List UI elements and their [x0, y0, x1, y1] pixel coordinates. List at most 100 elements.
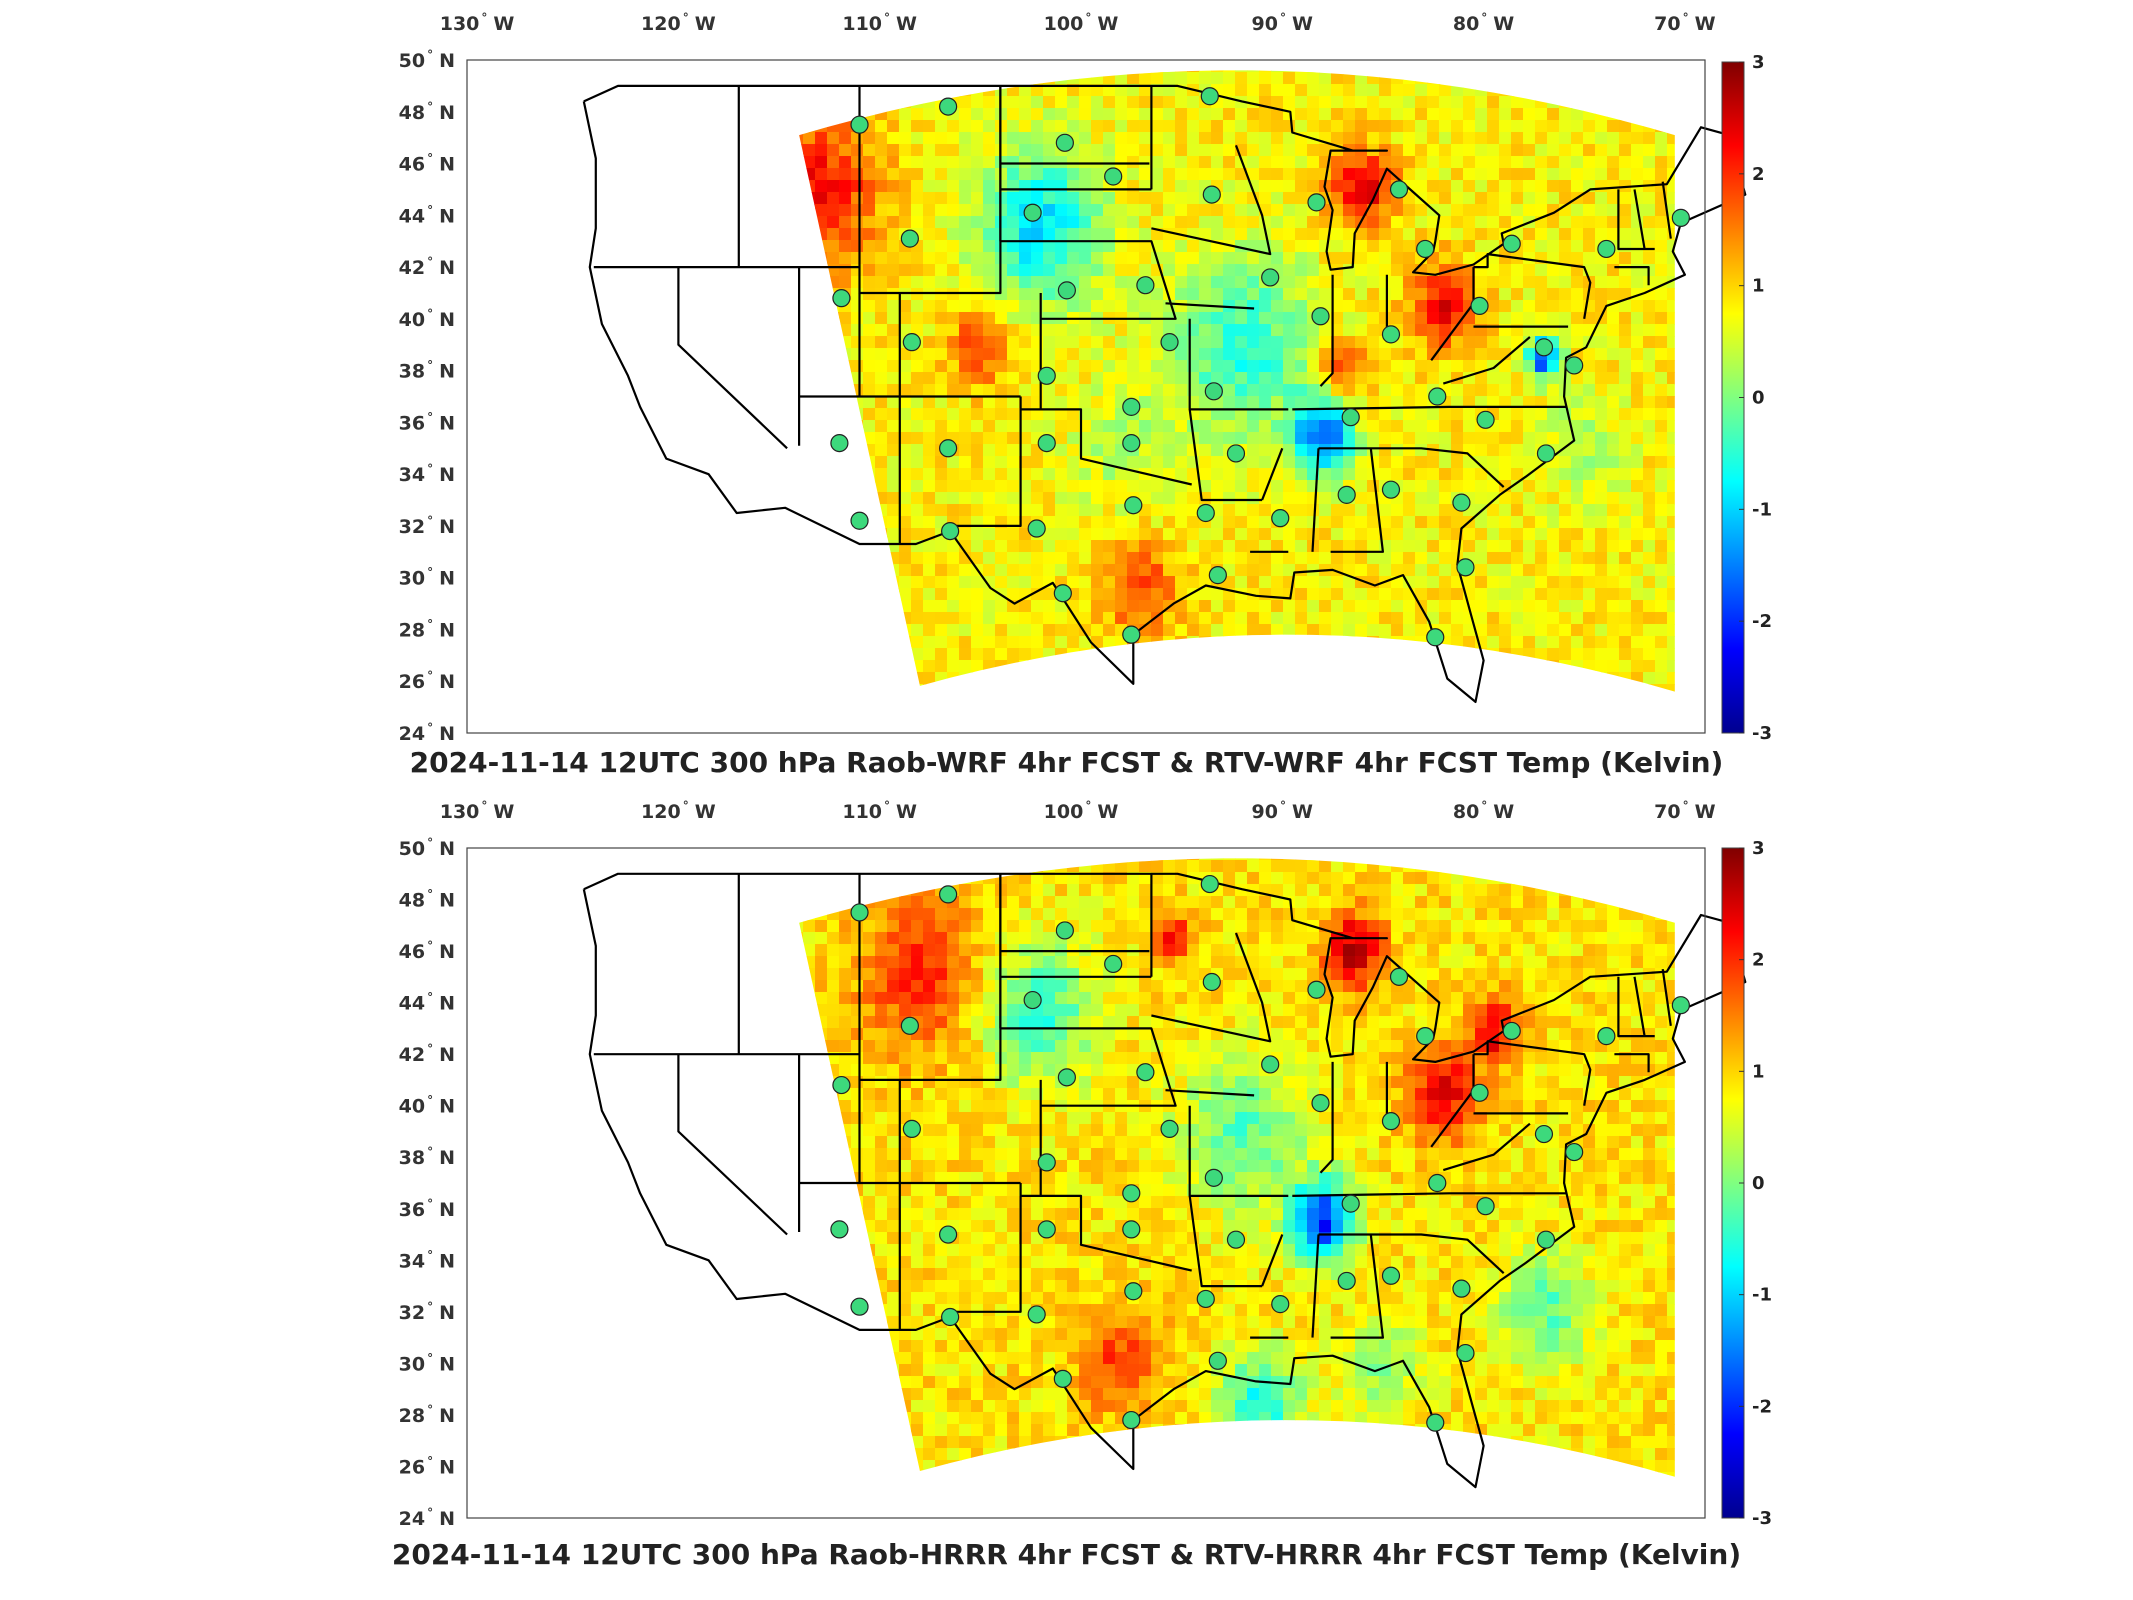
field-cell	[887, 504, 900, 517]
field-cell	[1667, 156, 1675, 169]
field-cell	[1391, 168, 1404, 181]
field-cell	[815, 96, 828, 109]
field-cell	[1331, 576, 1344, 589]
field-cell	[1571, 180, 1584, 193]
field-cell	[611, 276, 624, 289]
field-cell	[1175, 288, 1188, 301]
field-cell	[1055, 180, 1068, 193]
field-cell	[671, 192, 684, 205]
field-cell	[1631, 300, 1644, 313]
field-cell	[659, 492, 672, 505]
field-cell	[1175, 324, 1188, 337]
field-cell	[1283, 336, 1296, 349]
field-cell	[1319, 96, 1332, 109]
field-cell	[1175, 468, 1188, 481]
field-cell	[647, 480, 660, 493]
field-cell	[1295, 564, 1308, 577]
field-cell	[1583, 600, 1596, 613]
field-cell	[587, 396, 600, 409]
field-cell	[1439, 96, 1452, 109]
field-cell	[803, 504, 816, 517]
field-cell	[1403, 216, 1416, 229]
field-cell	[527, 528, 540, 541]
field-cell	[491, 120, 504, 133]
field-cell	[743, 240, 756, 253]
field-cell	[971, 252, 984, 265]
field-cell	[1451, 336, 1464, 349]
field-cell	[1427, 300, 1440, 313]
field-cell	[1667, 408, 1675, 421]
field-cell	[635, 240, 648, 253]
field-cell	[779, 336, 792, 349]
field-cell	[575, 360, 588, 373]
field-cell	[551, 120, 564, 133]
field-cell	[1355, 288, 1368, 301]
field-cell	[1067, 216, 1080, 229]
field-cell	[1115, 492, 1128, 505]
field-cell	[1655, 528, 1668, 541]
field-cell	[1607, 192, 1620, 205]
field-cell	[1211, 216, 1224, 229]
field-cell	[779, 492, 792, 505]
field-cell	[1343, 336, 1356, 349]
field-cell	[731, 588, 744, 601]
field-cell	[695, 420, 708, 433]
field-cell	[1007, 132, 1020, 145]
field-cell	[1499, 348, 1512, 361]
field-cell	[1019, 156, 1032, 169]
field-cell	[851, 408, 864, 421]
field-cell	[491, 372, 504, 385]
field-cell	[659, 348, 672, 361]
field-cell	[1631, 252, 1644, 265]
field-cell	[1343, 132, 1356, 145]
field-cell	[1439, 204, 1452, 217]
field-cell	[611, 240, 624, 253]
field-cell	[1667, 84, 1675, 97]
field-cell	[659, 432, 672, 445]
field-cell	[1355, 456, 1368, 469]
field-cell	[695, 480, 708, 493]
field-cell	[1115, 216, 1128, 229]
field-cell	[799, 96, 804, 109]
field-cell	[779, 576, 792, 589]
field-cell	[755, 72, 768, 85]
field-cell	[1523, 624, 1536, 637]
field-cell	[887, 456, 900, 469]
field-cell	[491, 516, 504, 529]
field-cell	[551, 600, 564, 613]
field-cell	[1307, 384, 1320, 397]
field-cell	[539, 528, 552, 541]
field-cell	[683, 564, 696, 577]
field-cell	[479, 108, 492, 121]
field-cell	[767, 348, 780, 361]
field-cell	[1403, 420, 1416, 433]
field-cell	[1607, 348, 1620, 361]
field-cell	[1199, 120, 1212, 133]
field-cell	[695, 540, 708, 553]
field-cell	[695, 528, 708, 541]
field-cell	[1247, 552, 1260, 565]
field-cell	[971, 384, 984, 397]
field-cell	[923, 420, 936, 433]
field-cell	[683, 336, 696, 349]
field-cell	[719, 132, 732, 145]
field-cell	[611, 144, 624, 157]
field-cell	[1415, 132, 1428, 145]
field-cell	[1655, 84, 1668, 97]
field-cell	[503, 432, 516, 445]
field-cell	[719, 528, 732, 541]
field-cell	[1355, 192, 1368, 205]
field-cell	[683, 516, 696, 529]
field-cell	[1235, 480, 1248, 493]
field-cell	[779, 528, 792, 541]
field-cell	[1283, 420, 1296, 433]
field-cell	[995, 408, 1008, 421]
field-cell	[587, 552, 600, 565]
field-cell	[799, 576, 804, 589]
field-cell	[515, 528, 528, 541]
field-cell	[1283, 492, 1296, 505]
field-cell	[707, 264, 720, 277]
field-cell	[1247, 396, 1260, 409]
field-cell	[707, 72, 720, 85]
field-cell	[875, 72, 888, 85]
